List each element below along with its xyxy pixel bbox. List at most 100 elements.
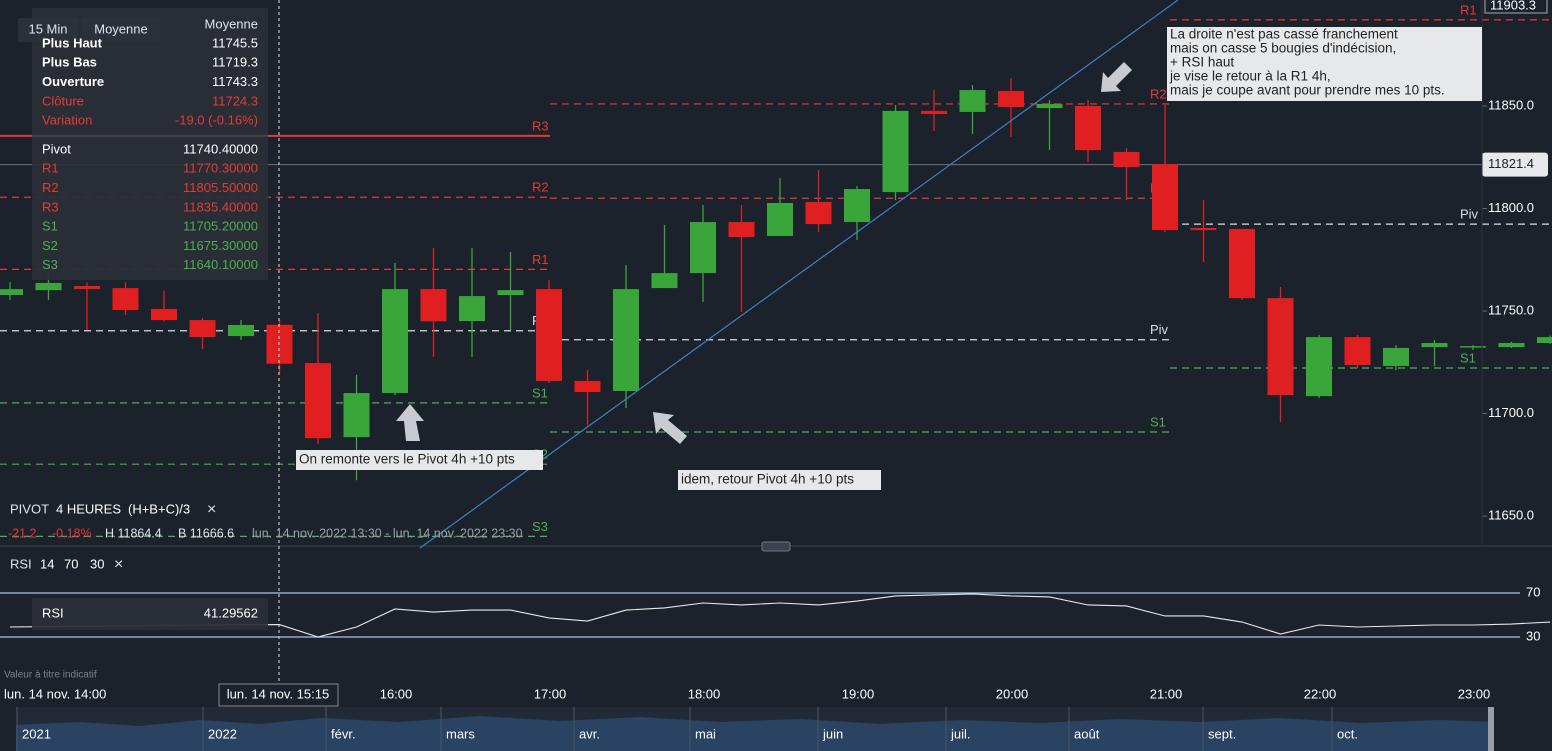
candle-body (882, 110, 909, 193)
x-tick-label: 17:00 (534, 686, 567, 701)
candle-body (1075, 106, 1101, 151)
pivot-row-value: 11805.50000 (183, 180, 258, 195)
pivot-row-label: S1 (42, 219, 58, 234)
candle-body (536, 289, 562, 381)
candle-body (1537, 337, 1552, 344)
info-panel (32, 8, 268, 280)
x-tick-label: 18:00 (688, 686, 721, 701)
candle-body (459, 296, 485, 322)
candle-body (497, 290, 524, 296)
resize-handle[interactable] (761, 541, 791, 552)
pivot-label: S1 (1150, 414, 1166, 429)
arrow (1101, 62, 1132, 92)
close-button[interactable]: × (114, 556, 123, 573)
candle-body (767, 202, 793, 236)
legend-formula: (H+B+C)/3 (128, 501, 190, 516)
time-start: lun. 14 nov. 14:00 (4, 686, 106, 701)
annotation: On remonte vers le Pivot 4h +10 pts (299, 452, 515, 467)
pivot-row-value: 11640.10000 (183, 257, 258, 272)
interval-button[interactable] (18, 18, 78, 42)
y-tick-label: 11700.0 (1488, 405, 1534, 420)
nav-label: févr. (331, 726, 356, 741)
pivot-row-label: R1 (42, 161, 59, 176)
high: H 11864.4 (105, 526, 162, 540)
mode-button[interactable] (82, 18, 160, 42)
x-tick-label: 16:00 (380, 686, 413, 701)
cursor-label: lun. 14 nov. 15:15 (227, 686, 329, 701)
pivot-label: R3 (532, 118, 549, 133)
nav-label: août (1074, 726, 1100, 741)
y-tick-label: 11650.0 (1488, 508, 1534, 523)
last-price: 11821.4 (1488, 156, 1534, 171)
pivot-label: R2 (1150, 86, 1167, 101)
nav-label: 2021 (22, 726, 51, 741)
trend-line[interactable] (419, 0, 1179, 549)
pivot-row-label: S3 (42, 257, 58, 272)
legend-bg (0, 498, 228, 522)
cursor-label-box (218, 683, 339, 707)
close-button[interactable]: × (207, 501, 216, 518)
navigator-handle[interactable] (1488, 707, 1494, 751)
pivot-row-label: R3 (42, 199, 59, 214)
candle-body (651, 273, 678, 289)
nav-label: mai (695, 726, 716, 741)
candle-body (1190, 227, 1217, 231)
rsi-name: RSI (10, 556, 32, 571)
panel-header: Moyenne (205, 16, 258, 31)
candle-body (844, 189, 870, 223)
note-line: mais on casse 5 bougies d'indécision, (1170, 41, 1396, 56)
annotation-box[interactable] (296, 450, 543, 470)
candle-body (305, 363, 331, 439)
candle-body (728, 222, 755, 238)
rsi-tick-label: 30 (1526, 628, 1540, 643)
pivot-row-value: 11705.20000 (183, 219, 258, 234)
row-value: 11724.3 (212, 93, 258, 108)
rsi-box-label: RSI (42, 605, 64, 620)
note-line: La droite n'est pas cassé franchement (1170, 27, 1398, 42)
rsi-upper: 70 (64, 556, 78, 571)
rsi-box (32, 598, 268, 630)
candle-body (0, 289, 23, 296)
pivot-row-value: 11675.30000 (183, 238, 258, 253)
row-label: Clôture (42, 93, 84, 108)
candle-body (1460, 346, 1486, 348)
pivot-label: Piv (1460, 207, 1479, 222)
x-tick-label: 20:00 (996, 686, 1029, 701)
candle-body (690, 222, 716, 274)
candle-body (343, 393, 370, 438)
nav-label: sept. (1208, 726, 1236, 741)
x-tick-label: 23:00 (1458, 686, 1491, 701)
legend-period: 4 HEURES (56, 501, 121, 516)
candle-body (35, 282, 62, 291)
nav-label: oct. (1337, 726, 1358, 741)
candle-body (959, 90, 986, 112)
change: -21.2 (8, 526, 37, 540)
pivot-label: R1 (532, 252, 549, 267)
pivot-label: S3 (532, 519, 548, 534)
annotation-box[interactable] (678, 470, 881, 490)
pivot-row-label: Pivot (42, 141, 71, 156)
pivot-label: S1 (1460, 350, 1476, 365)
navigator-area (16, 716, 1494, 751)
candle-body (998, 91, 1024, 108)
x-tick-label: 19:00 (842, 686, 875, 701)
rsi-lower: 30 (90, 556, 104, 571)
nav-label: 2022 (208, 726, 237, 741)
candle-body (921, 110, 947, 114)
candle-body (228, 324, 254, 337)
nav-label: juin (822, 726, 843, 741)
candle-body (1344, 337, 1371, 365)
candle-body (1383, 347, 1409, 366)
candle-body (805, 201, 832, 225)
note-line: mais je coupe avant pour prendre mes 10 … (1170, 83, 1445, 98)
pivot-label: Piv (1150, 322, 1169, 337)
candle-body (1229, 229, 1255, 299)
disclaimer: Valeur à titre indicatif (4, 670, 97, 681)
nav-label: avr. (579, 726, 600, 741)
candle-body (151, 308, 177, 321)
candle-body (74, 286, 100, 290)
mode: Moyenne (94, 21, 147, 36)
rsi-tick-label: 70 (1526, 584, 1540, 599)
annotation-box[interactable] (1167, 27, 1482, 101)
